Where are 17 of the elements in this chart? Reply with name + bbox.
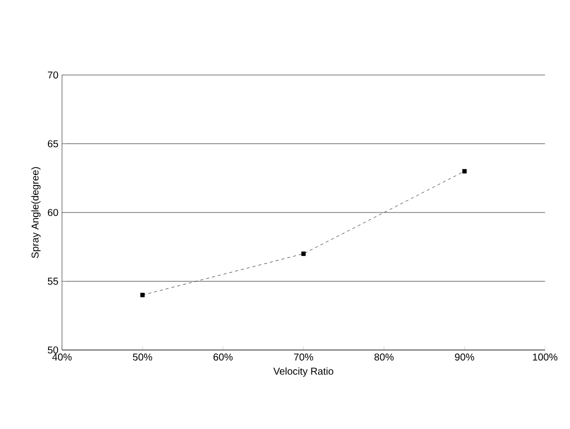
x-tick-label: 50% <box>132 354 152 361</box>
x-tick-label: 100% <box>533 354 558 361</box>
x-tick-label: 70% <box>294 354 314 361</box>
y-tick-label: 60 <box>48 208 58 216</box>
point <box>301 252 306 256</box>
point <box>140 292 145 298</box>
x-tick-label: 60% <box>214 354 233 361</box>
y-tick-label: 50 <box>48 346 58 354</box>
y-axis-title: Spray Angle(degree) <box>31 167 41 258</box>
x-tick-label: 90% <box>455 354 474 361</box>
y-tick-label: 65 <box>48 140 58 148</box>
x-tick-label: 80% <box>374 354 394 361</box>
x-tick-label: 40% <box>52 354 72 361</box>
y-tick-label: 70 <box>48 71 58 79</box>
x-axis-title: Velocity Ratio <box>273 367 334 377</box>
y-tick-label: 55 <box>48 278 58 285</box>
point <box>462 169 467 174</box>
